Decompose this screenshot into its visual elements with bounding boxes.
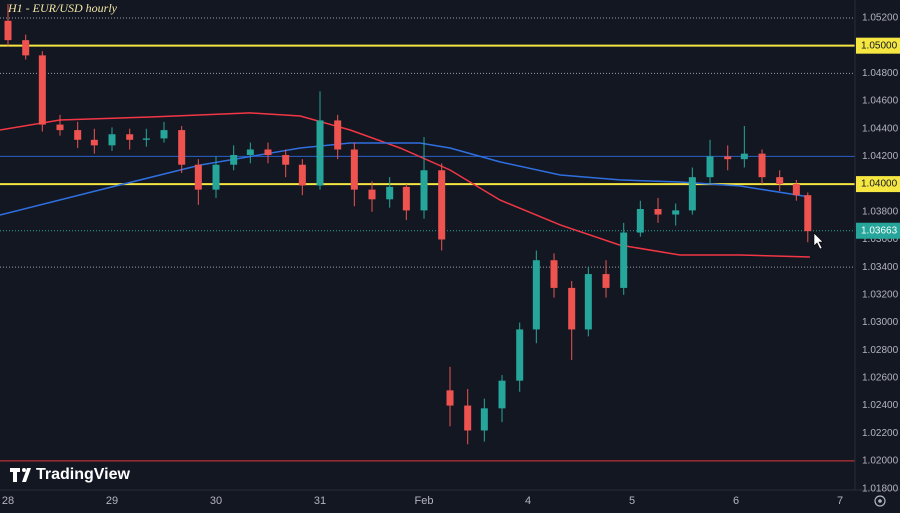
y-tick-label: 1.02600 (862, 373, 899, 384)
chart-title: H1 - EUR/USD hourly (7, 1, 118, 15)
x-tick-label: 28 (2, 495, 14, 507)
y-tick-label: 1.02800 (862, 345, 899, 356)
y-tick-label: 1.02400 (862, 400, 899, 411)
candle-body (56, 124, 64, 131)
candle-body (584, 274, 592, 330)
logo-dot (22, 468, 26, 472)
settings-hub[interactable] (878, 499, 882, 503)
y-tick-label: 1.02200 (862, 428, 899, 439)
y-tick-label: 1.03400 (862, 262, 899, 273)
x-tick-label: 6 (733, 495, 739, 507)
candle-body (602, 274, 610, 288)
candle-body (620, 232, 628, 288)
candle-body (230, 155, 238, 165)
y-tick-label: 1.03800 (862, 206, 899, 217)
level-tag (856, 37, 900, 54)
candle-body (464, 405, 472, 431)
candle-body (74, 130, 82, 140)
y-tick-label: 1.03600 (862, 234, 899, 245)
level-tag (856, 176, 900, 193)
candle-body (706, 156, 714, 178)
x-tick-label: 4 (525, 495, 531, 507)
candle-body (568, 287, 576, 330)
candle-body (142, 138, 150, 140)
x-tick-label: 30 (210, 495, 222, 507)
settings-ring[interactable] (874, 495, 886, 507)
candle-body (758, 153, 766, 178)
y-tick-label: 1.04600 (862, 96, 899, 107)
candle-body (446, 390, 454, 406)
candle-body (90, 139, 98, 146)
candle-body (654, 209, 662, 215)
y-tick-label: 1.04800 (862, 68, 899, 79)
x-tick-label: 29 (106, 495, 118, 507)
candle-body (804, 195, 812, 232)
candle-body (38, 55, 46, 125)
candle-body (282, 155, 290, 165)
candle-body (160, 130, 168, 139)
candle-body (298, 164, 306, 186)
candle-body (550, 260, 558, 288)
brand-logo: TradingView (10, 466, 131, 483)
candle-body (688, 177, 696, 211)
candle-body (516, 329, 524, 381)
candle-body (386, 186, 394, 200)
x-tick-label: 7 (837, 495, 843, 507)
cursor (813, 232, 824, 250)
candle-body (126, 134, 134, 140)
candle-body (350, 149, 358, 190)
candle-body (22, 40, 30, 56)
plot-area (0, 4, 855, 462)
candle-body (438, 170, 446, 240)
candle-body (334, 120, 342, 150)
level-tag-label: 1.03663 (861, 225, 898, 236)
candle-body (724, 156, 732, 160)
candle-body (740, 153, 748, 160)
x-tick-label: 31 (314, 495, 326, 507)
level-tag (856, 222, 900, 239)
candle-body (480, 408, 488, 431)
y-tick-label: 1.05200 (862, 13, 899, 24)
candle-body (498, 380, 506, 409)
candle-body (420, 170, 428, 211)
candle-body (636, 209, 644, 233)
candle-body (532, 260, 540, 330)
y-tick-label: 1.04200 (862, 151, 899, 162)
candle-body (178, 130, 186, 165)
candle-body (402, 186, 410, 211)
candle-body (4, 20, 12, 41)
candle-body (264, 149, 272, 156)
candle-body (246, 149, 254, 156)
candle-body (776, 177, 784, 185)
candle-body (368, 189, 376, 200)
candle-body (792, 184, 800, 196)
y-tick-label: 1.04400 (862, 123, 899, 134)
x-tick-label: Feb (415, 495, 434, 507)
candle-body (194, 164, 202, 190)
y-tick-label: 1.03000 (862, 317, 899, 328)
y-tick-label: 1.01800 (862, 483, 899, 494)
moving-average-line (0, 112, 810, 258)
level-tag-label: 1.05000 (861, 40, 898, 51)
candle-body (316, 120, 324, 186)
level-tag-label: 1.04000 (861, 179, 898, 190)
logo-icon (10, 468, 31, 482)
candle-body (672, 210, 680, 215)
candle-body (212, 164, 220, 190)
settings-icon[interactable] (874, 495, 886, 507)
y-tick-label: 1.02000 (862, 456, 899, 467)
brand-name: TradingView (36, 466, 131, 483)
x-tick-label: 5 (629, 495, 635, 507)
candle-body (108, 134, 116, 146)
y-tick-label: 1.03200 (862, 289, 899, 300)
